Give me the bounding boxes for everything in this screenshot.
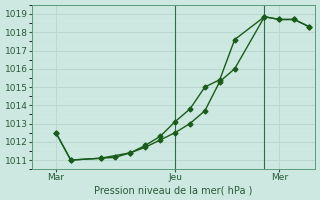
X-axis label: Pression niveau de la mer( hPa ): Pression niveau de la mer( hPa )	[94, 185, 253, 195]
